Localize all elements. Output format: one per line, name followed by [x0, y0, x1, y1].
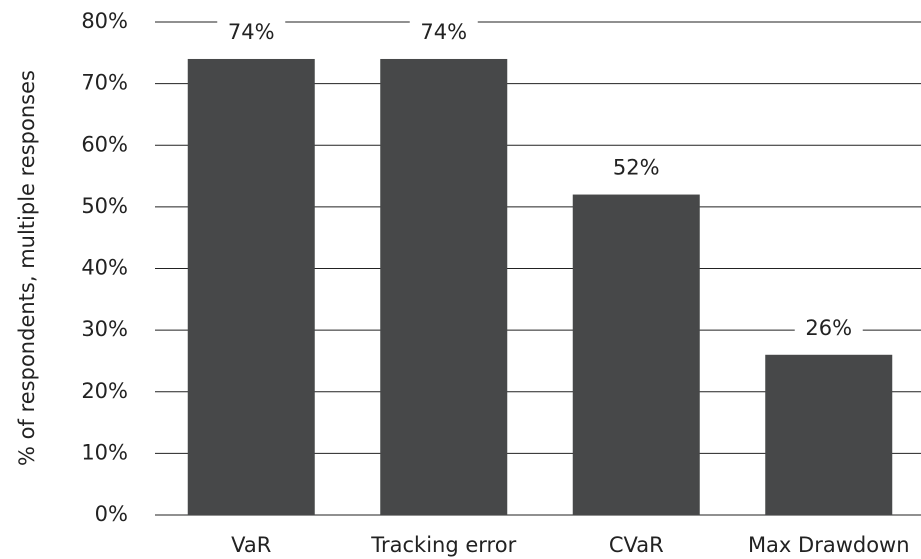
bar: [380, 58, 508, 515]
label-background: [794, 315, 863, 342]
y-tick-label: 70%: [81, 71, 128, 95]
x-tick-label: Tracking error: [370, 533, 516, 557]
y-tick-label: 10%: [81, 440, 128, 464]
x-tick-label: VaR: [231, 533, 271, 557]
value-label: 74%: [420, 20, 467, 44]
y-tick-label: 30%: [81, 317, 128, 341]
value-label: 26%: [805, 316, 852, 340]
label-background: [602, 155, 671, 182]
x-tick-label: CVaR: [609, 533, 664, 557]
label-background: [217, 19, 286, 46]
value-label: 74%: [228, 20, 275, 44]
y-tick-label: 60%: [81, 132, 128, 156]
y-tick-label: 0%: [95, 502, 128, 526]
value-label: 52%: [613, 156, 660, 180]
y-tick-label: 20%: [81, 379, 128, 403]
bar: [187, 58, 315, 515]
label-background: [409, 19, 478, 46]
bar: [572, 194, 700, 516]
y-tick-label: 80%: [81, 9, 128, 33]
y-tick-label: 50%: [81, 194, 128, 218]
x-tick-label: Max Drawdown: [748, 533, 910, 557]
bar: [765, 354, 893, 515]
y-tick-label: 40%: [81, 256, 128, 280]
y-axis-label: % of respondents, multiple responses: [15, 70, 39, 466]
